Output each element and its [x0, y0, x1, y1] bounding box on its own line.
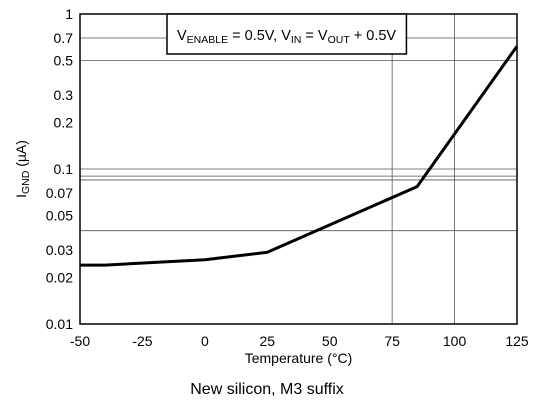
annotation-text: VENABLE = 0.5V, VIN = VOUT + 0.5V	[177, 28, 396, 46]
x-axis-title: Temperature (°C)	[245, 350, 353, 366]
annotation-segment: = 0.5V, V	[228, 28, 291, 44]
y-tick-label: 0.03	[46, 242, 73, 258]
annotation-subscript: OUT	[328, 34, 351, 46]
x-tick-label: -25	[132, 333, 152, 349]
x-tick-label: -50	[70, 333, 90, 349]
y-tick-label: 0.1	[54, 161, 74, 177]
grid	[80, 14, 517, 324]
y-axis-title: IGND (µA)	[13, 140, 32, 198]
x-tick-label: 0	[201, 333, 209, 349]
x-tick-label: 50	[322, 333, 338, 349]
y-tick-label: 0.5	[54, 53, 74, 69]
annotation-box	[166, 13, 408, 55]
y-axis-title-main: I	[13, 194, 29, 198]
y-axis-ticks: 0.01 0.02 0.03 0.05 0.07 0.1 0.2 0.3 0.5 0.7 1	[46, 6, 73, 332]
y-tick-label: 0.7	[54, 30, 74, 46]
chart-caption: New silicon, M3 suffix	[190, 381, 344, 398]
x-tick-label: 75	[384, 333, 400, 349]
annotation-segment: V	[177, 28, 187, 44]
x-tick-label: 125	[505, 333, 529, 349]
y-axis-title-unit: (µA)	[13, 140, 29, 171]
conditions-annotation: VENABLE = 0.5V, VIN = VOUT + 0.5V	[166, 13, 408, 55]
annotation-subscript: IN	[291, 34, 302, 46]
x-tick-label: 100	[443, 333, 467, 349]
series-line	[80, 45, 519, 267]
y-tick-label: 0.02	[46, 269, 73, 285]
y-tick-label: 0.05	[46, 208, 73, 224]
annotation-segment: = V	[301, 28, 328, 44]
x-axis-ticks: -50 -25 0 25 50 75 100 125	[70, 333, 529, 349]
y-tick-label: 0.3	[54, 87, 74, 103]
annotation-subscript: ENABLE	[187, 34, 228, 46]
y-tick-label: 1	[65, 6, 73, 22]
y-tick-label: 0.07	[46, 185, 73, 201]
annotation-segment: + 0.5V	[350, 28, 397, 44]
y-tick-label: 0.01	[46, 316, 73, 332]
series-layer	[80, 45, 519, 267]
y-axis-title-sub: GND	[20, 170, 32, 194]
y-tick-label: 0.2	[54, 114, 74, 130]
x-tick-label: 25	[259, 333, 275, 349]
